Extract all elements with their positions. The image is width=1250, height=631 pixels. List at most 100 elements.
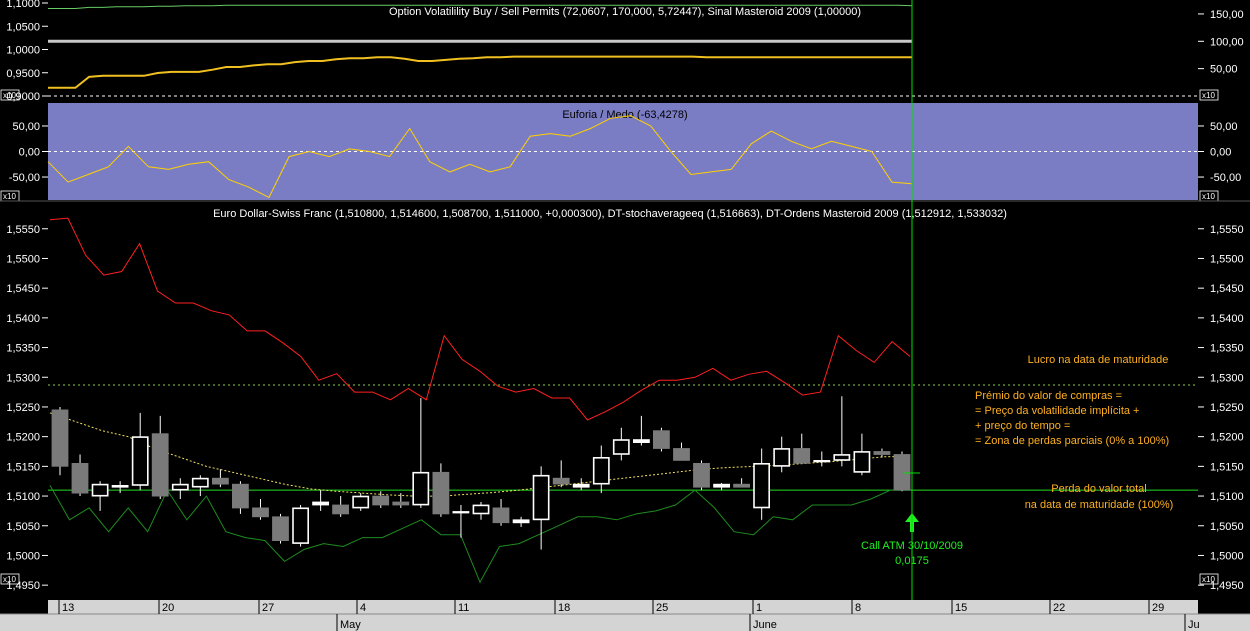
middle-right-tick-label: 50,00 [1210, 121, 1238, 133]
candle-body [713, 483, 730, 488]
main-right-tick-label: 1,5200 [1210, 432, 1244, 444]
x-day-label: 4 [360, 602, 366, 614]
main-left-tick-label: 1,5500 [6, 253, 40, 265]
middle-plot-area [47, 115, 1198, 199]
candle-body [272, 516, 289, 541]
main-left-axis: 1,5550 1,5500 1,5450 1,5400 1,5350 1,5300 1,52… [6, 224, 48, 592]
x-day-label: 15 [955, 602, 967, 614]
main-scale-tag-frame [0, 573, 20, 585]
candle [773, 436, 791, 473]
main-left-tick-label: 1,5250 [6, 402, 40, 414]
top-left-tick-label: 0,9500 [6, 68, 40, 80]
candle-body-hollow [774, 449, 789, 466]
main-left-tick-label: 1,5300 [6, 372, 40, 384]
candle [272, 513, 289, 544]
candle [71, 454, 89, 497]
candle [793, 433, 811, 464]
main-plot-area [48, 217, 1198, 584]
premium-line-3: + preço do tempo = [975, 420, 1070, 432]
middle-right-tick-label: 0,00 [1210, 147, 1231, 159]
candle-body [432, 471, 450, 515]
candle-body [673, 448, 690, 461]
candle-body-hollow [614, 440, 629, 454]
candle [432, 463, 450, 517]
main-panel-title: Euro Dollar-Swiss Franc (1,510800, 1,514… [213, 208, 1007, 220]
candle [252, 499, 269, 520]
main-panel: Euro Dollar-Swiss Franc (1,510800, 1,514… [0, 200, 1250, 592]
loss-line-1: Perda do valor total [1051, 483, 1146, 495]
top-plot-area [48, 4, 913, 89]
premium-annotation: Prémio do valor de compras = = Preço da … [975, 390, 1169, 447]
main-scale-tag: x10 [3, 575, 16, 584]
middle-scale-tag-right: x10 [1202, 192, 1215, 201]
candle-body [71, 462, 89, 494]
main-right-tick-label: 1,5400 [1210, 313, 1244, 325]
x-axis-right-corner [1198, 600, 1250, 614]
candle [392, 493, 410, 508]
top-right-tick-label: 100,00 [1210, 36, 1244, 48]
candle [412, 398, 430, 508]
x-axis: 13 20 27 4 11 18 25 1 8 15 22 29 May June Ju [0, 600, 1250, 631]
main-right-tick-label: 1,5000 [1210, 550, 1244, 562]
middle-right-tick-label: -50,00 [1210, 172, 1241, 184]
candle [813, 451, 831, 467]
top-scale-tag-right: x10 [1202, 91, 1215, 100]
candle [292, 504, 310, 547]
candle-body-hollow [835, 455, 849, 460]
top-scale-tag: x10 [3, 91, 16, 100]
candle-body-hollow [293, 509, 308, 543]
upper-band-line [49, 217, 911, 421]
candle [512, 516, 530, 527]
main-left-tick-label: 1,5400 [6, 313, 40, 325]
candle [713, 482, 730, 491]
candle-body [813, 459, 831, 463]
main-right-axis: 1,5550 1,5500 1,5450 1,5400 1,5350 1,5300 1,52… [1198, 224, 1244, 592]
candle-body [111, 484, 129, 488]
premium-line-4: = Zona de perdas parciais (0% a 100%) [975, 435, 1169, 447]
candle-body [332, 504, 350, 515]
premium-line-1: Prémio do valor de compras = [975, 390, 1122, 402]
candle [372, 491, 390, 508]
candle-body-hollow [93, 485, 107, 495]
main-left-tick-label: 1,5100 [6, 491, 40, 503]
middle-panel-title: Euforia / Medo (-63,4278) [562, 109, 687, 121]
x-axis-months-band [0, 614, 1250, 631]
candle [191, 475, 209, 497]
candle-body [873, 451, 891, 455]
x-day-label: 25 [656, 602, 668, 614]
candle-body [231, 483, 249, 509]
middle-left-tick-label: -50,00 [9, 172, 40, 184]
candle-body [312, 501, 330, 506]
x-day-label: 11 [458, 602, 469, 614]
x-axis-left-corner [0, 600, 48, 614]
candle-body-hollow [594, 458, 609, 483]
candle-body-hollow [534, 476, 548, 519]
top-scale-tag-right-frame [1199, 89, 1219, 101]
candle-body [512, 519, 530, 524]
candle [552, 460, 570, 488]
main-right-tick-label: 1,5050 [1210, 521, 1244, 533]
candle [332, 496, 350, 517]
candle [131, 412, 149, 491]
top-panel: Option Volatilility Buy / Sell Permits (… [0, 0, 1244, 103]
candle-body-hollow [173, 485, 188, 489]
x-day-label: 18 [558, 602, 570, 614]
top-right-tick-label: 50,00 [1210, 64, 1238, 76]
x-day-label: 22 [1053, 602, 1065, 614]
main-left-tick-label: 1,4950 [6, 580, 40, 592]
candle [151, 415, 169, 500]
candle [211, 469, 229, 488]
x-month-label: Ju [1188, 619, 1200, 631]
main-right-tick-label: 1,5100 [1210, 491, 1244, 503]
top-series-yellow-line [48, 55, 912, 89]
candle-body [211, 477, 229, 485]
main-right-tick-label: 1,5250 [1210, 402, 1244, 414]
candle-body [452, 511, 470, 514]
main-right-tick-label: 1,5350 [1210, 343, 1244, 355]
candle-body-hollow [133, 437, 147, 485]
main-left-tick-label: 1,5200 [6, 432, 40, 444]
candle-body [633, 439, 650, 444]
top-left-tick-label: 1,0000 [6, 45, 40, 57]
premium-line-2: = Preço da volatilidade implícita + [975, 405, 1139, 417]
